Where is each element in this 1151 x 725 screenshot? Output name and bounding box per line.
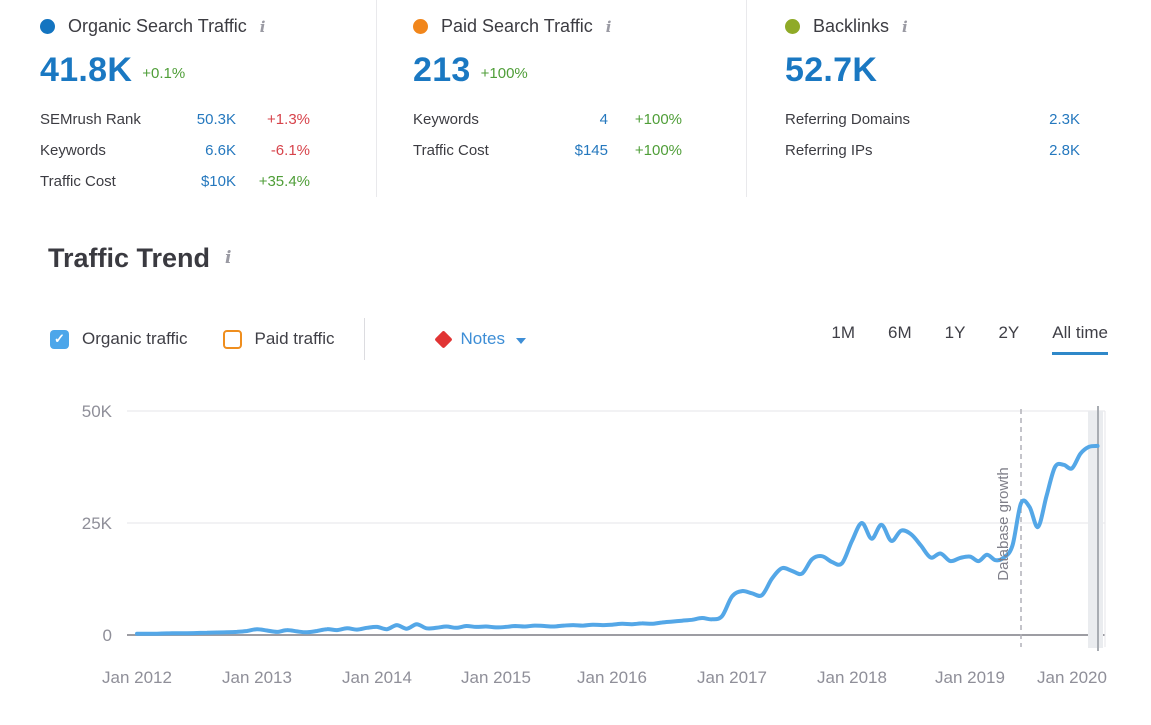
backlinks-value[interactable]: 52.7K bbox=[785, 50, 878, 89]
backlinks-dot-icon bbox=[785, 19, 800, 34]
card-title: Organic Search Traffic bbox=[68, 16, 247, 36]
organic-dot-icon bbox=[40, 19, 55, 34]
tab-1m[interactable]: 1M bbox=[831, 323, 856, 342]
notes-diamond-icon bbox=[433, 329, 453, 349]
svg-text:Jan 2012: Jan 2012 bbox=[102, 668, 172, 687]
stat-value[interactable]: 4 bbox=[599, 111, 608, 128]
stat-label: Traffic Cost bbox=[413, 142, 489, 159]
svg-text:Jan 2016: Jan 2016 bbox=[577, 668, 647, 687]
notes-dropdown[interactable]: Notes bbox=[433, 329, 526, 349]
time-range-tabs: 1M 6M 1Y 2Y All time bbox=[831, 323, 1108, 355]
stat-label: Keywords bbox=[40, 142, 106, 159]
metrics-summary: Organic Search Traffic i 41.8K +0.1% SEM… bbox=[0, 0, 1151, 197]
organic-traffic-delta: +0.1% bbox=[142, 64, 186, 82]
chart-controls: ✓ Organic traffic Paid traffic Notes 1M … bbox=[50, 317, 1108, 361]
paid-traffic-checkbox[interactable]: Paid traffic bbox=[222, 329, 335, 349]
info-icon[interactable]: i bbox=[259, 17, 266, 36]
stat-row-keywords: Keywords 6.6K -6.1% bbox=[40, 135, 310, 166]
svg-text:Jan 2017: Jan 2017 bbox=[697, 668, 767, 687]
stat-row-referring-ips: Referring IPs 2.8K bbox=[785, 135, 1080, 166]
stat-row-semrush-rank: SEMrush Rank 50.3K +1.3% bbox=[40, 104, 310, 135]
vertical-divider bbox=[363, 318, 365, 360]
stat-row-traffic-cost: Traffic Cost $10K +35.4% bbox=[40, 166, 310, 197]
svg-text:Jan 2020: Jan 2020 bbox=[1037, 668, 1107, 687]
card-header: Backlinks i bbox=[785, 16, 1121, 37]
svg-text:Jan 2015: Jan 2015 bbox=[461, 668, 531, 687]
tab-all-time[interactable]: All time bbox=[1052, 323, 1108, 355]
checkbox-unchecked-icon[interactable] bbox=[222, 329, 242, 349]
stat-delta: +35.4% bbox=[258, 173, 310, 190]
stat-value[interactable]: 2.8K bbox=[1049, 142, 1080, 159]
stat-value[interactable]: $145 bbox=[574, 142, 608, 159]
card-title: Backlinks bbox=[813, 16, 890, 36]
stat-label: Referring IPs bbox=[785, 142, 873, 159]
stat-row-keywords: Keywords 4 +100% bbox=[413, 104, 682, 135]
paid-traffic-delta: +100% bbox=[480, 64, 528, 82]
svg-text:Jan 2014: Jan 2014 bbox=[342, 668, 412, 687]
svg-text:50K: 50K bbox=[82, 402, 113, 421]
stat-delta: +100% bbox=[634, 142, 682, 159]
traffic-trend-svg[interactable]: 50K 25K 0 Jan 2012 Jan 2013 Jan 2014 Jan 2015 J… bbox=[0, 394, 1151, 724]
paid-dot-icon bbox=[413, 19, 428, 34]
stat-value[interactable]: $10K bbox=[200, 173, 236, 190]
paid-traffic-value[interactable]: 213 bbox=[413, 50, 471, 89]
svg-text:25K: 25K bbox=[82, 514, 113, 533]
card-backlinks: Backlinks i 52.7K Referring Domains 2.3K… bbox=[747, 0, 1151, 197]
svg-text:Jan 2019: Jan 2019 bbox=[935, 668, 1005, 687]
stat-value[interactable]: 50.3K bbox=[196, 111, 236, 128]
stat-row-referring-domains: Referring Domains 2.3K bbox=[785, 104, 1080, 135]
tab-2y[interactable]: 2Y bbox=[998, 323, 1020, 342]
svg-text:Jan 2013: Jan 2013 bbox=[222, 668, 292, 687]
legend-label-paid: Paid traffic bbox=[254, 329, 335, 348]
chevron-down-icon bbox=[515, 337, 526, 344]
svg-text:Jan 2018: Jan 2018 bbox=[817, 668, 887, 687]
organic-traffic-checkbox[interactable]: ✓ Organic traffic bbox=[50, 329, 188, 349]
checkbox-checked-icon[interactable]: ✓ bbox=[50, 329, 69, 349]
stat-value[interactable]: 6.6K bbox=[205, 142, 236, 159]
tab-6m[interactable]: 6M bbox=[888, 323, 912, 342]
stat-delta: +1.3% bbox=[267, 111, 310, 128]
info-icon[interactable]: i bbox=[225, 248, 232, 268]
legend-label-organic: Organic traffic bbox=[82, 329, 188, 348]
svg-text:Database growth: Database growth bbox=[995, 467, 1012, 580]
stat-label: SEMrush Rank bbox=[40, 111, 141, 128]
card-organic-search-traffic: Organic Search Traffic i 41.8K +0.1% SEM… bbox=[0, 0, 377, 197]
stat-delta: -6.1% bbox=[270, 142, 310, 159]
stat-label: Referring Domains bbox=[785, 111, 911, 128]
info-icon[interactable]: i bbox=[605, 17, 612, 36]
stat-delta: +100% bbox=[634, 111, 682, 128]
info-icon[interactable]: i bbox=[902, 17, 908, 36]
card-title: Paid Search Traffic bbox=[441, 16, 593, 36]
card-paid-search-traffic: Paid Search Traffic i 213 +100% Keywords… bbox=[377, 0, 747, 197]
page-title: Traffic Trend bbox=[48, 242, 211, 273]
organic-traffic-value[interactable]: 41.8K bbox=[40, 50, 133, 89]
card-header: Paid Search Traffic i bbox=[413, 16, 716, 37]
stat-label: Keywords bbox=[413, 111, 479, 128]
traffic-trend-title: Traffic Trend i bbox=[48, 241, 1151, 275]
notes-label: Notes bbox=[460, 329, 505, 348]
traffic-trend-chart[interactable]: 50K 25K 0 Jan 2012 Jan 2013 Jan 2014 Jan 2015 J… bbox=[0, 394, 1151, 725]
stat-value[interactable]: 2.3K bbox=[1049, 111, 1080, 128]
stat-label: Traffic Cost bbox=[40, 173, 116, 190]
svg-text:0: 0 bbox=[103, 626, 112, 645]
card-header: Organic Search Traffic i bbox=[40, 16, 346, 37]
tab-1y[interactable]: 1Y bbox=[944, 323, 966, 342]
stat-row-traffic-cost: Traffic Cost $145 +100% bbox=[413, 135, 682, 166]
